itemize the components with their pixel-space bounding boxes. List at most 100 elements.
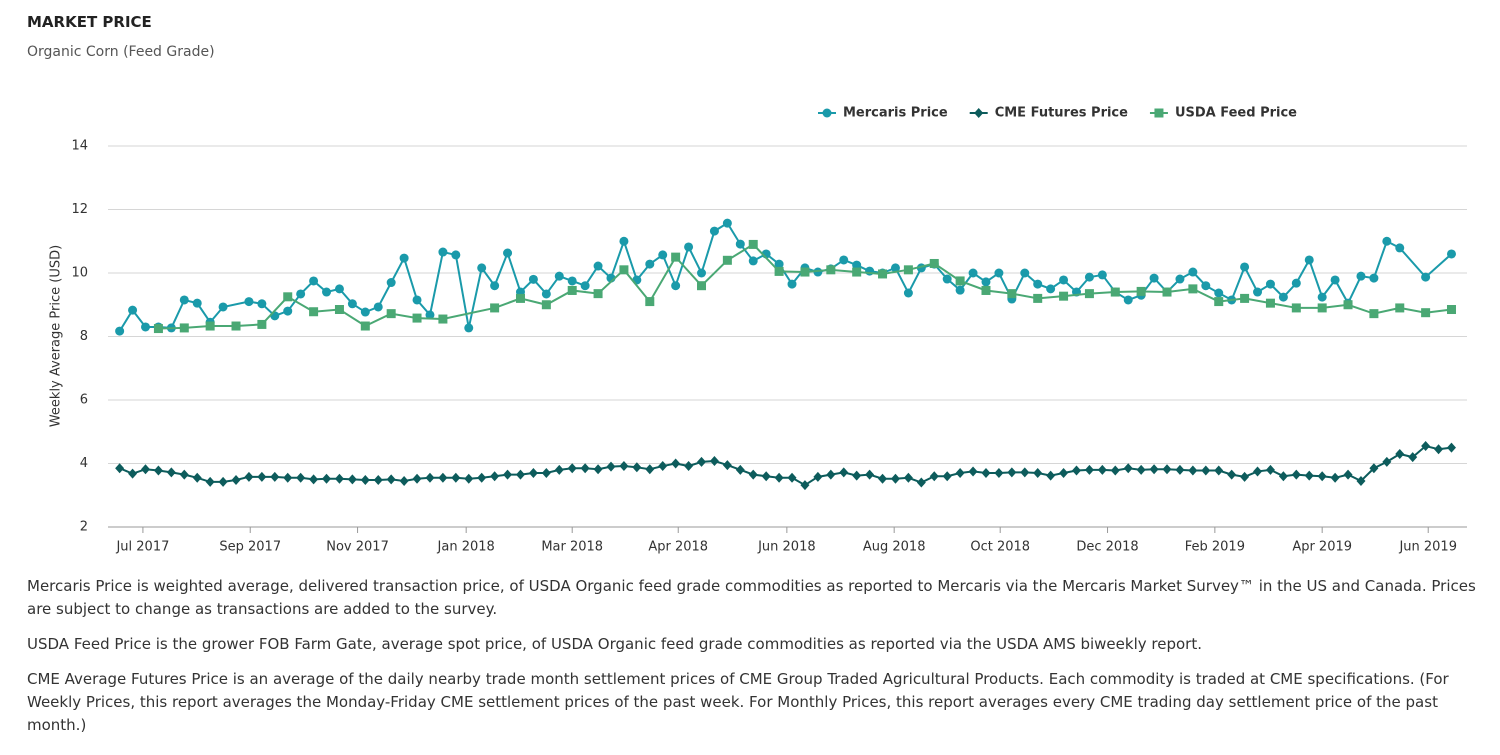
- point: [515, 469, 525, 480]
- point: [968, 466, 978, 477]
- point: [140, 464, 150, 475]
- point: [580, 463, 590, 474]
- point: [257, 319, 267, 329]
- legend-marker: [974, 108, 984, 118]
- point: [322, 287, 332, 297]
- point: [903, 472, 913, 483]
- point: [865, 469, 875, 480]
- y-tick-label: 6: [80, 393, 88, 408]
- point: [1084, 464, 1094, 475]
- point: [658, 250, 668, 260]
- chart: Weekly Average Price (USD) 2 4 6 8 10 12 14 Jul…: [49, 106, 1467, 555]
- point: [1110, 287, 1120, 297]
- point: [490, 471, 500, 482]
- point: [1253, 466, 1263, 477]
- point: [981, 285, 991, 295]
- point: [464, 473, 474, 484]
- point: [800, 267, 810, 277]
- point: [451, 472, 461, 483]
- point: [1123, 295, 1133, 305]
- point: [373, 302, 383, 312]
- point: [580, 281, 590, 291]
- legend-label: CME Futures Price: [995, 106, 1128, 121]
- point: [1330, 275, 1340, 285]
- point: [839, 255, 849, 265]
- point: [1227, 469, 1237, 480]
- point: [412, 473, 422, 484]
- point: [1162, 464, 1172, 475]
- point: [1382, 236, 1392, 246]
- point: [179, 323, 189, 333]
- point: [1446, 249, 1456, 259]
- point: [684, 461, 694, 472]
- point: [1149, 464, 1159, 475]
- point: [244, 297, 254, 307]
- point: [1149, 273, 1159, 283]
- point: [890, 263, 900, 273]
- point: [1097, 270, 1107, 280]
- note: USDA Feed Price is the grower FOB Farm G…: [27, 635, 1202, 653]
- point: [1253, 287, 1263, 297]
- point: [334, 284, 344, 294]
- point: [1136, 286, 1146, 296]
- point: [399, 475, 409, 486]
- point: [593, 464, 603, 475]
- point: [748, 239, 758, 249]
- point: [1214, 297, 1224, 307]
- point: [1330, 472, 1340, 483]
- point: [1240, 471, 1250, 482]
- point: [593, 289, 603, 299]
- point: [929, 258, 939, 268]
- point: [244, 471, 254, 482]
- point: [852, 260, 862, 270]
- point: [231, 475, 241, 486]
- point: [787, 279, 797, 289]
- x-tick-label: Apr 2019: [1292, 540, 1352, 555]
- point: [554, 464, 564, 475]
- point: [1110, 465, 1120, 476]
- point: [334, 473, 344, 484]
- point: [929, 471, 939, 482]
- point: [813, 471, 823, 482]
- point: [606, 461, 616, 472]
- point: [283, 306, 293, 316]
- legend-marker: [1154, 108, 1164, 118]
- series: [115, 441, 1456, 491]
- point: [1291, 278, 1301, 288]
- point: [1188, 267, 1198, 277]
- point: [645, 297, 655, 307]
- point: [360, 321, 370, 331]
- point: [115, 326, 125, 336]
- point: [1446, 442, 1456, 453]
- point: [981, 277, 991, 287]
- point: [1317, 292, 1327, 302]
- point: [503, 248, 513, 258]
- point: [347, 299, 357, 309]
- point: [645, 259, 655, 269]
- point: [1059, 291, 1069, 301]
- point: [1175, 274, 1185, 284]
- point: [658, 461, 668, 472]
- point: [709, 226, 719, 236]
- point: [1343, 300, 1353, 310]
- x-tick-label: Mar 2018: [541, 540, 603, 555]
- point: [373, 475, 383, 486]
- point: [218, 302, 228, 312]
- point: [1434, 444, 1444, 455]
- legend-item: USDA Feed Price: [1149, 106, 1297, 121]
- point: [761, 471, 771, 482]
- point: [1421, 308, 1431, 318]
- point: [140, 322, 150, 332]
- point: [878, 269, 888, 279]
- point: [774, 259, 784, 269]
- point: [942, 274, 952, 284]
- point: [283, 292, 293, 302]
- point: [192, 472, 202, 483]
- point: [1265, 464, 1275, 475]
- point: [735, 464, 745, 475]
- point: [1395, 243, 1405, 253]
- point: [412, 313, 422, 323]
- point: [942, 471, 952, 482]
- point: [671, 252, 681, 262]
